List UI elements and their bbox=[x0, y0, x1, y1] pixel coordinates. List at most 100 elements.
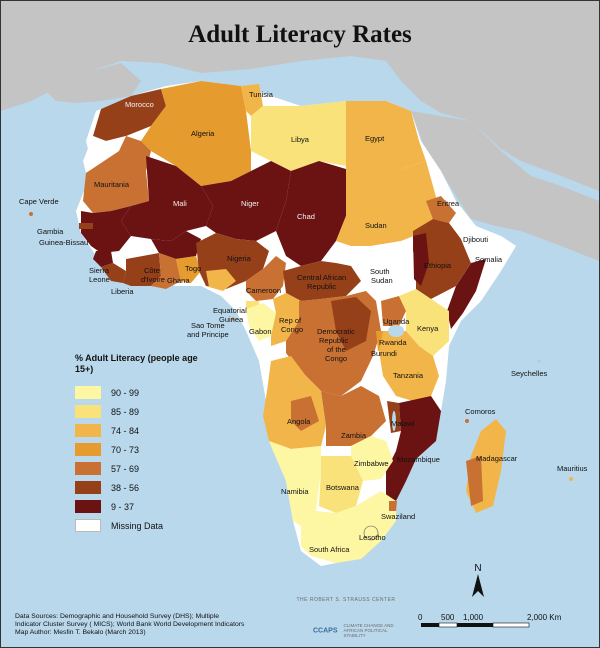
region-cape-verde bbox=[29, 212, 33, 216]
label-liberia: Liberia bbox=[111, 287, 134, 296]
label-djibouti: Djibouti bbox=[463, 235, 488, 244]
scale-label: 1,000 bbox=[463, 613, 484, 622]
region-ghana bbox=[151, 253, 181, 289]
label-gambia: Gambia bbox=[37, 227, 64, 236]
label-seychelles: Seychelles bbox=[511, 369, 548, 378]
label-eq-guinea-1: Equatorial bbox=[213, 306, 247, 315]
region-south-sudan bbox=[351, 241, 416, 293]
label-eritrea: Eritrea bbox=[437, 199, 460, 208]
label-mali: Mali bbox=[173, 199, 187, 208]
region-senegal-guinea bbox=[81, 206, 131, 253]
region-gabon bbox=[246, 303, 276, 341]
legend-label: Missing Data bbox=[111, 520, 164, 531]
region-mauritius bbox=[569, 477, 573, 481]
label-uganda: Uganda bbox=[383, 317, 410, 326]
region-sao-tome bbox=[231, 317, 235, 321]
arabia-land bbox=[411, 111, 599, 261]
legend-title: % Adult Literacy (people age 15+) bbox=[75, 353, 198, 374]
legend-label: 9 - 37 bbox=[111, 501, 135, 512]
legend: % Adult Literacy (people age 15+) 90 - 9… bbox=[75, 353, 205, 535]
region-liberia bbox=[101, 263, 126, 283]
label-drc-1: Democratic bbox=[317, 327, 355, 336]
region-seychelles bbox=[537, 359, 541, 363]
region-mozambique bbox=[386, 396, 441, 501]
label-south-africa: South Africa bbox=[309, 545, 350, 554]
legend-item: 57 - 69 bbox=[75, 459, 205, 478]
region-morocco bbox=[93, 89, 166, 141]
region-chad bbox=[276, 161, 346, 266]
lake-malawi bbox=[392, 411, 396, 431]
legend-label: 90 - 99 bbox=[111, 387, 140, 398]
label-sierra-leone-2: Leone bbox=[89, 275, 110, 284]
label-algeria: Algeria bbox=[191, 129, 215, 138]
label-congo-1: Rep of bbox=[279, 316, 302, 325]
legend-swatch bbox=[75, 500, 101, 513]
label-swaziland: Swaziland bbox=[381, 512, 415, 521]
credits-line: Indicator Cluster Survey ( MICS); World … bbox=[15, 621, 245, 628]
region-niger bbox=[201, 161, 291, 241]
label-drc-2: Republic bbox=[319, 336, 348, 345]
region-zambia bbox=[321, 386, 386, 446]
legend-label: 74 - 84 bbox=[111, 425, 140, 436]
legend-item: 74 - 84 bbox=[75, 421, 205, 440]
region-ethiopia bbox=[413, 219, 471, 299]
label-drc-4: Congo bbox=[325, 354, 347, 363]
region-lesotho bbox=[363, 525, 379, 541]
label-zambia: Zambia bbox=[341, 431, 367, 440]
label-car-2: Republic bbox=[307, 282, 336, 291]
legend-item: Missing Data bbox=[75, 516, 205, 535]
label-gabon: Gabon bbox=[249, 327, 272, 336]
scale-segment bbox=[421, 623, 439, 627]
credits: Data Sources: Demographic and Household … bbox=[15, 613, 285, 637]
legend-swatch bbox=[75, 405, 101, 418]
region-tunisia bbox=[241, 84, 263, 116]
label-burundi: Burundi bbox=[371, 349, 397, 358]
lake-victoria bbox=[388, 325, 404, 337]
region-western-sahara bbox=[83, 136, 126, 173]
north-arrow: N bbox=[472, 563, 484, 597]
region-comoros bbox=[465, 419, 469, 423]
ccaps-logo: CCAPS CLIMATE CHANGE AND AFRICAN POLITIC… bbox=[313, 623, 403, 638]
strauss-logo: THE ROBERT S. STRAUSS CENTER bbox=[296, 597, 396, 603]
legend-swatch bbox=[75, 424, 101, 437]
label-mauritius: Mauritius bbox=[557, 464, 588, 473]
scale-label: 0 bbox=[418, 613, 423, 622]
credits-line: Data Sources: Demographic and Household … bbox=[15, 613, 219, 620]
scale-label: 2,000 Km bbox=[527, 613, 562, 622]
label-congo-2: Congo bbox=[281, 325, 303, 334]
label-angola: Angola bbox=[287, 417, 311, 426]
legend-item: 90 - 99 bbox=[75, 383, 205, 402]
scale-segment bbox=[438, 622, 458, 628]
region-botswana bbox=[319, 456, 363, 513]
label-madagascar: Madagascar bbox=[476, 454, 518, 463]
north-arrow-icon bbox=[472, 574, 484, 597]
ccaps-text: CLIMATE CHANGE AND AFRICAN POLITICAL STA… bbox=[343, 623, 394, 638]
label-comoros: Comoros bbox=[465, 407, 496, 416]
region-madagascar-west bbox=[466, 456, 483, 506]
region-angola-center bbox=[291, 396, 319, 431]
region-algeria bbox=[141, 81, 251, 186]
label-guinea-bissau: Guinea-Bissau bbox=[39, 238, 88, 247]
scale-label: 500 bbox=[441, 613, 455, 622]
region-namibia bbox=[269, 441, 321, 526]
legend-swatch bbox=[75, 481, 101, 494]
region-drc-dark bbox=[331, 297, 371, 351]
region-somalia-south bbox=[447, 259, 486, 329]
region-sudan bbox=[336, 161, 441, 246]
region-south-africa bbox=[301, 491, 396, 563]
legend-swatch bbox=[75, 462, 101, 475]
region-eritrea bbox=[426, 196, 456, 223]
label-egypt: Egypt bbox=[365, 134, 385, 143]
label-eq-guinea-2: Guinea bbox=[219, 315, 244, 324]
label-tanzania: Tanzania bbox=[393, 371, 424, 380]
label-rwanda: Rwanda bbox=[379, 338, 407, 347]
north-label: N bbox=[474, 563, 481, 574]
label-chad: Chad bbox=[297, 212, 315, 221]
label-sao-tome-2: and Principe bbox=[187, 330, 229, 339]
label-kenya: Kenya bbox=[417, 324, 439, 333]
label-cameroon: Cameroon bbox=[246, 286, 281, 295]
legend-label: 38 - 56 bbox=[111, 482, 140, 493]
region-togo-benin bbox=[176, 256, 201, 283]
